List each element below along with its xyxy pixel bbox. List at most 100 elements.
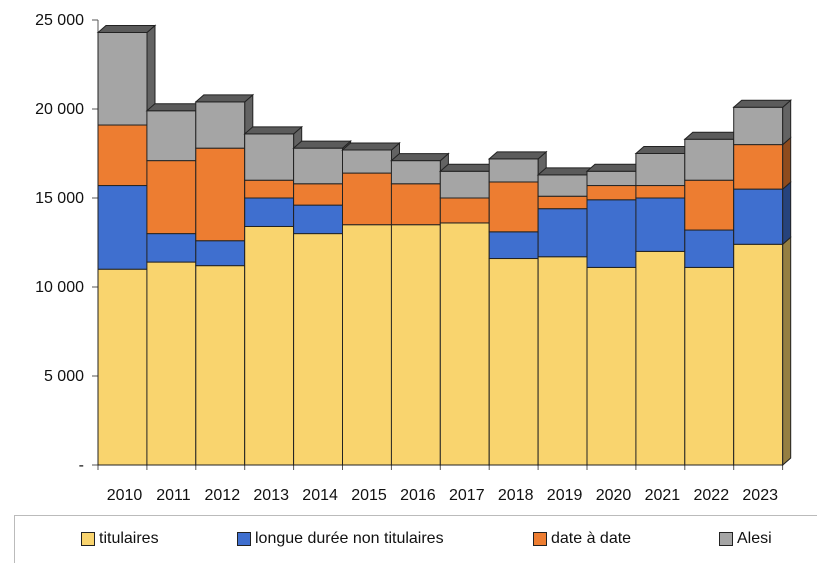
y-tick-label: 15 000	[35, 190, 84, 207]
bar-2020-date-à-date	[586, 185, 637, 201]
bar-top-2023	[732, 99, 793, 108]
x-tick-label-2015: 2015	[351, 487, 387, 504]
legend-label-longue-duree: longue durée non titulaires	[255, 530, 444, 547]
bar-2014-longue-durée-non-titulaires	[293, 204, 344, 235]
chart-legend: titulaires longue durée non titulaires d…	[14, 515, 817, 563]
bar-2017-date-à-date	[439, 197, 490, 224]
bar-2012-Alesi	[195, 101, 246, 149]
y-tick-label: 25 000	[35, 12, 84, 29]
x-tick-label-2019: 2019	[547, 487, 583, 504]
legend-label-date-a-date: date à date	[551, 530, 632, 547]
bar-2013-titulaires	[244, 225, 295, 466]
bar-top-2018	[487, 151, 548, 160]
bar-2012-longue-durée-non-titulaires	[195, 240, 246, 267]
bar-2021-titulaires	[635, 250, 686, 466]
bar-2017-Alesi	[439, 170, 490, 199]
chart-bars	[96, 24, 793, 467]
bar-2011-titulaires	[146, 261, 197, 466]
bar-2020-longue-durée-non-titulaires	[586, 199, 637, 268]
bar-2016-Alesi	[390, 160, 441, 185]
bar-2015-titulaires	[342, 224, 392, 466]
bar-2019-longue-durée-non-titulaires	[537, 208, 588, 258]
bar-2013-longue-durée-non-titulaires	[244, 197, 295, 227]
bar-2019-titulaires	[537, 256, 588, 466]
x-tick-label-2010: 2010	[107, 487, 143, 504]
bar-top-2013	[243, 126, 304, 135]
bar-2021-Alesi	[635, 153, 686, 187]
y-tick-label: 5 000	[44, 368, 84, 385]
bar-2017-titulaires	[439, 222, 490, 466]
bar-2019-date-à-date	[537, 195, 588, 210]
legend-swatch-longue-duree	[237, 532, 251, 546]
y-tick-label: 10 000	[35, 279, 84, 296]
bar-2022-Alesi	[684, 138, 735, 181]
bar-2015-date-à-date	[342, 172, 392, 226]
legend-label-titulaires: titulaires	[99, 530, 159, 547]
bar-2014-date-à-date	[293, 183, 344, 206]
legend-item-date-a-date: date à date	[533, 530, 631, 548]
x-tick-label-2022: 2022	[694, 487, 730, 504]
bar-2014-titulaires	[293, 233, 344, 466]
bar-top-2012	[194, 94, 255, 103]
bar-2010-longue-durée-non-titulaires	[97, 185, 148, 270]
bar-top-2015	[341, 142, 401, 151]
bar-2010-titulaires	[97, 268, 148, 466]
bar-2015-Alesi	[342, 149, 392, 174]
bar-side-2023-Alesi	[782, 99, 792, 146]
bar-2023-Alesi	[733, 106, 784, 146]
bar-top-2010	[96, 24, 157, 33]
chart-labels: - 5 000 10 000 15 000 20 000 25 000 2010 2011 20…	[35, 12, 778, 504]
legend-swatch-titulaires	[81, 532, 95, 546]
y-tick-label: 20 000	[35, 101, 84, 118]
bar-top-2016	[390, 153, 450, 162]
bar-2023-longue-durée-non-titulaires	[733, 188, 784, 245]
bar-2020-titulaires	[586, 266, 637, 466]
bar-2010-Alesi	[97, 31, 148, 126]
x-tick-label-2018: 2018	[498, 487, 534, 504]
legend-item-titulaires: titulaires	[81, 530, 159, 548]
bar-2018-date-à-date	[488, 181, 539, 233]
bar-2012-date-à-date	[195, 147, 246, 242]
bar-2020-Alesi	[586, 170, 637, 187]
bar-2011-date-à-date	[146, 160, 197, 235]
legend-item-alesi: Alesi	[719, 530, 772, 548]
x-tick-label-2016: 2016	[400, 487, 436, 504]
x-tick-label-2023: 2023	[742, 487, 778, 504]
x-tick-label-2012: 2012	[205, 487, 241, 504]
bar-side-2023-longue-durée-non-titulaires	[782, 180, 792, 246]
bar-side-2023-date-à-date	[782, 136, 792, 191]
bar-2016-titulaires	[390, 224, 441, 466]
x-tick-label-2017: 2017	[449, 487, 485, 504]
bar-2022-longue-durée-non-titulaires	[684, 229, 735, 268]
bar-2013-Alesi	[244, 133, 295, 181]
bar-2018-Alesi	[488, 158, 539, 183]
bar-side-2023-titulaires	[782, 236, 792, 467]
bar-2021-longue-durée-non-titulaires	[635, 197, 686, 252]
legend-label-alesi: Alesi	[737, 530, 772, 547]
bar-2014-Alesi	[293, 147, 344, 185]
legend-item-longue-duree: longue durée non titulaires	[237, 530, 444, 548]
bar-2011-longue-durée-non-titulaires	[146, 233, 197, 263]
x-tick-label-2011: 2011	[156, 487, 191, 504]
bar-2023-date-à-date	[733, 144, 784, 190]
bar-2023-titulaires	[733, 243, 784, 466]
x-tick-label-2020: 2020	[596, 487, 632, 504]
bar-2016-date-à-date	[390, 183, 441, 226]
bar-2019-Alesi	[537, 174, 588, 197]
bar-2018-titulaires	[488, 258, 539, 466]
bar-2012-titulaires	[195, 265, 246, 466]
legend-swatch-date-a-date	[533, 532, 547, 546]
legend-swatch-alesi	[719, 532, 733, 546]
bar-2021-date-à-date	[635, 185, 686, 199]
bar-2022-date-à-date	[684, 179, 735, 231]
x-tick-label-2021: 2021	[645, 487, 681, 504]
bar-2018-longue-durée-non-titulaires	[488, 231, 539, 260]
bar-2011-Alesi	[146, 110, 197, 162]
x-tick-label-2014: 2014	[302, 487, 338, 504]
bar-2010-date-à-date	[97, 124, 148, 187]
bar-2022-titulaires	[684, 266, 735, 466]
x-tick-label-2013: 2013	[253, 487, 289, 504]
bar-2013-date-à-date	[244, 179, 295, 199]
bar-top-2014	[292, 140, 352, 149]
